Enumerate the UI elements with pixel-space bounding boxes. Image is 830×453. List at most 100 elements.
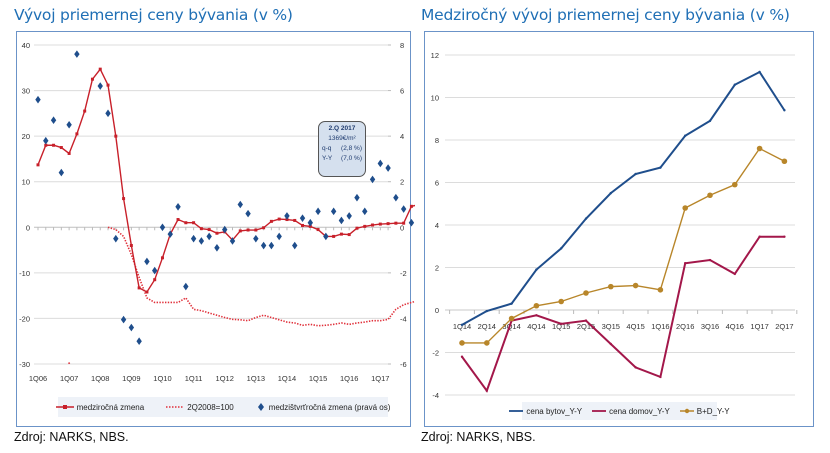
series-yoy-point [67,151,71,155]
series-flats-point [535,268,538,271]
y-tick-label: 10 [22,178,30,187]
series-qoq-point [229,237,236,245]
series-yoy-point [293,218,297,222]
series-combined-point [732,181,738,188]
x-tick-label: 3Q15 [602,322,620,331]
series-yoy-point [238,229,242,233]
series-yoy-point [409,204,413,208]
series-qoq-point [346,212,352,220]
legend-label: medziročná zmena [76,402,145,412]
y-tick-label: -10 [19,269,30,278]
series-combined-point [558,298,564,305]
y-right-tick-label: 2 [400,178,404,187]
series-qoq-point [66,120,72,129]
series-yoy-point [301,223,305,227]
y-right-tick-label: 4 [400,132,404,141]
series-houses-point [684,262,687,265]
legend-item-flats: cena bytov_Y-Y [509,407,582,416]
callout-qq-value: (2,8 %) [341,145,362,152]
series-yoy-point [402,221,406,225]
legend-label: cena bytov_Y-Y [526,406,583,416]
series-qoq-point [354,193,360,202]
x-tick-label: 2Q16 [676,322,694,331]
series-qoq-point [198,237,205,245]
x-tick-label: 1Q16 [340,374,358,383]
y-tick-label: 0 [26,223,30,232]
series-combined-point [508,315,515,322]
series-qoq-point [369,175,376,184]
x-tick-label: 1Q17 [750,322,768,331]
series-qoq-point [97,82,103,90]
series-combined-line [462,147,785,344]
series-yoy-point [98,67,102,71]
series-yoy-point [184,221,188,225]
x-tick-label: 2Q17 [775,322,793,331]
y-right-tick-label: 8 [400,41,404,50]
legend-item-houses: cena domov_Y-Y [592,407,670,416]
series-yoy-point [199,227,203,231]
series-combined-point [583,290,589,296]
series-combined-point [533,302,540,309]
series-houses-point [708,258,712,262]
series-yoy-point [52,143,56,147]
series-flats-point [634,172,637,176]
callout-yy-value: (7,0 %) [341,155,362,162]
series-flats-point [560,247,563,250]
series-yoy-point [363,224,367,228]
series-houses-point [634,366,637,369]
series-qoq-point [292,241,298,250]
x-tick-label: 3Q16 [701,322,719,331]
series-flats-point [783,109,786,112]
x-tick-label: 1Q12 [216,374,234,383]
series-houses-point [460,355,464,358]
right-chart-title: Medziročný vývoj priemernej ceny bývania… [421,6,790,24]
series-qoq-point [113,234,119,243]
legend-label: cena domov_Y-Y [609,406,670,416]
series-qoq-point [323,232,329,241]
series-houses-point [609,342,612,346]
y-tick-label: -2 [432,349,439,358]
series-combined-point [459,340,465,346]
series-yoy-point [355,226,359,230]
series-qoq-point [268,241,275,250]
series-combined-point [756,145,763,152]
callout-price: 1369€/m² [328,135,356,142]
legend-item-yoy: medziročná zmena [55,402,145,412]
y-tick-label: 0 [435,306,439,315]
x-tick-label: 4Q15 [626,322,644,331]
series-qoq-point [167,230,173,238]
series-qoq-point [338,216,345,225]
left-chart-frame [16,31,411,427]
x-tick-label: 1Q14 [453,322,471,331]
series-qoq-point [393,193,399,202]
series-houses-point [584,319,588,322]
right-chart: 12 10 8 6 4 2 0 -2 -4 1Q14 2Q14 3Q14 4Q14 1Q15 2Q15 3Q1… [431,51,798,400]
series-yoy-point [129,244,133,248]
series-flats-point [584,217,588,220]
series-yoy-point [160,256,164,260]
series-qoq-point [214,243,220,252]
series-yoy-point [75,132,79,136]
series-yoy-point [83,109,87,113]
series-yoy-point [153,278,157,282]
x-tick-label: 2Q14 [478,322,496,331]
x-tick-label: 1Q15 [309,374,327,383]
series-flats-point [758,70,761,74]
legend-label: medzištvrťročná zmena (pravá os) [268,402,391,412]
series-flats-point [684,134,687,137]
series-yoy-point [114,134,118,138]
series-yoy-point [36,163,40,167]
series-yoy-point [59,146,63,150]
series-combined-point [608,283,614,290]
series-qoq-point [35,95,41,104]
series-yoy-point [386,222,390,226]
series-qoq-point [74,50,80,58]
x-tick-label: 3Q14 [502,322,520,331]
series-flats-point [609,191,612,195]
series-qoq-point [276,232,282,241]
series-qoq-point [120,315,127,324]
y-right-tick-label: 0 [400,223,404,232]
series-combined-point [484,340,490,346]
series-houses-line [461,235,785,393]
